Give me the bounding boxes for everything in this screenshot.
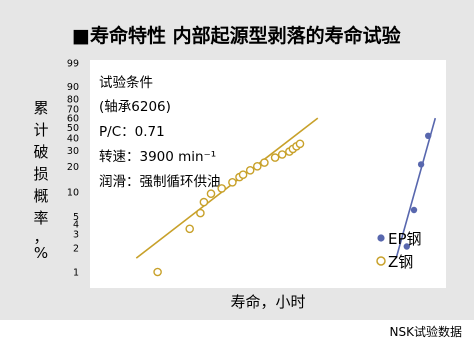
plot-area <box>90 60 446 288</box>
data-point-z <box>260 158 269 167</box>
data-point-z <box>217 184 226 193</box>
data-point-z <box>277 150 287 159</box>
data-points <box>153 132 432 277</box>
test-conditions: 试验条件 (轴承6206) P/C：0.71 转速：3900 min⁻¹ 润滑：… <box>99 74 221 190</box>
legend: EP钢 Z钢 <box>376 230 422 271</box>
data-point-z <box>196 208 205 218</box>
legend-marker-ep <box>377 234 385 242</box>
y-tick-label: 2 <box>73 244 79 255</box>
data-point-z <box>270 153 280 162</box>
y-label-char: 计 <box>33 121 48 139</box>
y-tick-label: 70 <box>67 104 79 115</box>
condition-line: 试验条件 <box>99 74 153 91</box>
y-label-char: % <box>34 244 48 262</box>
data-point-z <box>206 189 216 198</box>
fit-lines <box>135 117 437 259</box>
y-tick-label: 5 <box>73 212 79 223</box>
data-point-z <box>295 139 305 149</box>
y-tick-label: 50 <box>67 123 79 134</box>
condition-line: (轴承6206) <box>99 99 171 115</box>
data-point-ep <box>403 243 410 250</box>
y-tick-label: 90 <box>67 82 79 93</box>
y-tick-label: 80 <box>67 94 79 105</box>
data-point-z <box>153 267 162 277</box>
fit-line <box>135 117 319 259</box>
y-label-char: 累 <box>33 99 48 117</box>
condition-line: 润滑：强制循环供油 <box>99 174 221 190</box>
legend-marker-z <box>376 256 386 266</box>
y-tick-label: 10 <box>67 187 79 198</box>
data-point-z <box>199 197 209 207</box>
y-tick-label: 40 <box>67 134 79 145</box>
y-tick-label: 1 <box>73 268 79 279</box>
data-point-z <box>252 161 262 171</box>
x-axis-label: 寿命，小时 <box>230 293 305 311</box>
y-label-char: 率 <box>33 209 48 227</box>
legend-label-ep: EP钢 <box>388 230 422 248</box>
y-label-char: 损 <box>33 165 48 183</box>
y-tick-label: 30 <box>67 146 79 157</box>
data-point-z <box>245 165 255 175</box>
y-tick-label: 60 <box>67 114 79 125</box>
condition-line: 转速：3900 min⁻¹ <box>99 149 216 165</box>
data-point-ep <box>410 206 418 214</box>
data-point-ep <box>417 161 425 168</box>
y-label-char: ， <box>33 228 48 246</box>
data-point-z <box>185 224 194 234</box>
y-label-char: 概 <box>33 187 48 205</box>
data-point-z <box>238 170 248 179</box>
y-tick-label: 4 <box>73 220 79 231</box>
y-tick-label: 99 <box>67 59 79 70</box>
y-tick-label: 3 <box>73 230 79 241</box>
chart-title: ■寿命特性 内部起源型剥落的寿命试验 <box>72 24 402 47</box>
y-tick-label: 20 <box>67 162 79 173</box>
source-note: NSK试验数据 <box>390 324 462 339</box>
data-point-ep <box>425 132 432 139</box>
fit-line <box>395 117 437 259</box>
legend-label-z: Z钢 <box>388 253 413 271</box>
data-point-z <box>228 177 237 187</box>
y-label-char: 破 <box>33 143 48 161</box>
condition-line: P/C：0.71 <box>99 124 165 140</box>
